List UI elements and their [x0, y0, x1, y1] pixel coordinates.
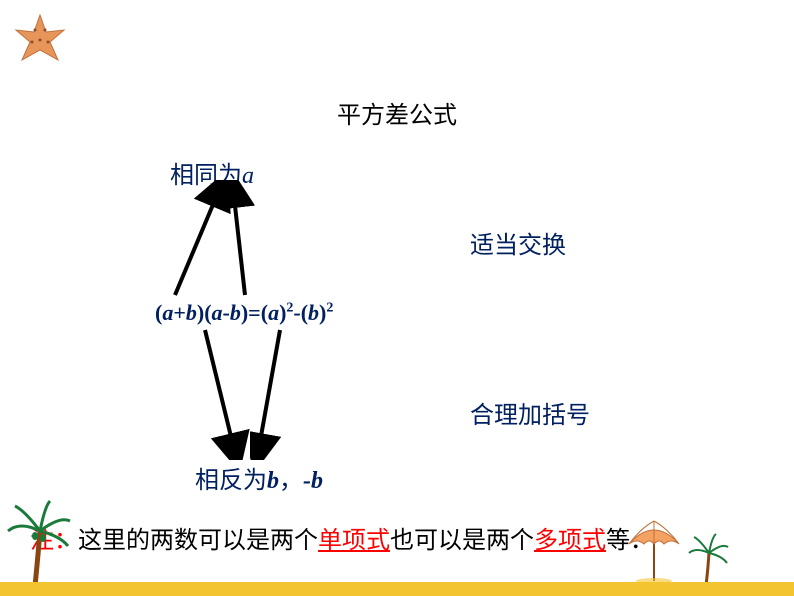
arrow-down-left-icon: [195, 325, 255, 460]
arrow-down-right-icon: [250, 325, 300, 460]
formula: (a+b)(a-b)=(a)2-(b)2: [155, 300, 333, 326]
bracket-label: 合理加括号: [470, 395, 590, 430]
starfish-icon: [10, 10, 70, 70]
opposite-b-label: 相反为b，-b: [195, 460, 323, 495]
page-title: 平方差公式: [337, 95, 457, 130]
same-a-label: 相同为a: [170, 155, 254, 190]
umbrella-icon: [619, 516, 689, 586]
arrow-up-left-icon: [165, 180, 245, 300]
note-text: 注：这里的两数可以是两个单项式也可以是两个多项式等．: [30, 520, 654, 555]
palm-tree-right-icon: [684, 531, 734, 586]
swap-label: 适当交换: [470, 225, 566, 260]
arrow-up-right-icon: [225, 180, 275, 300]
bottom-bar: [0, 582, 794, 596]
palm-tree-left-icon: [0, 496, 80, 586]
